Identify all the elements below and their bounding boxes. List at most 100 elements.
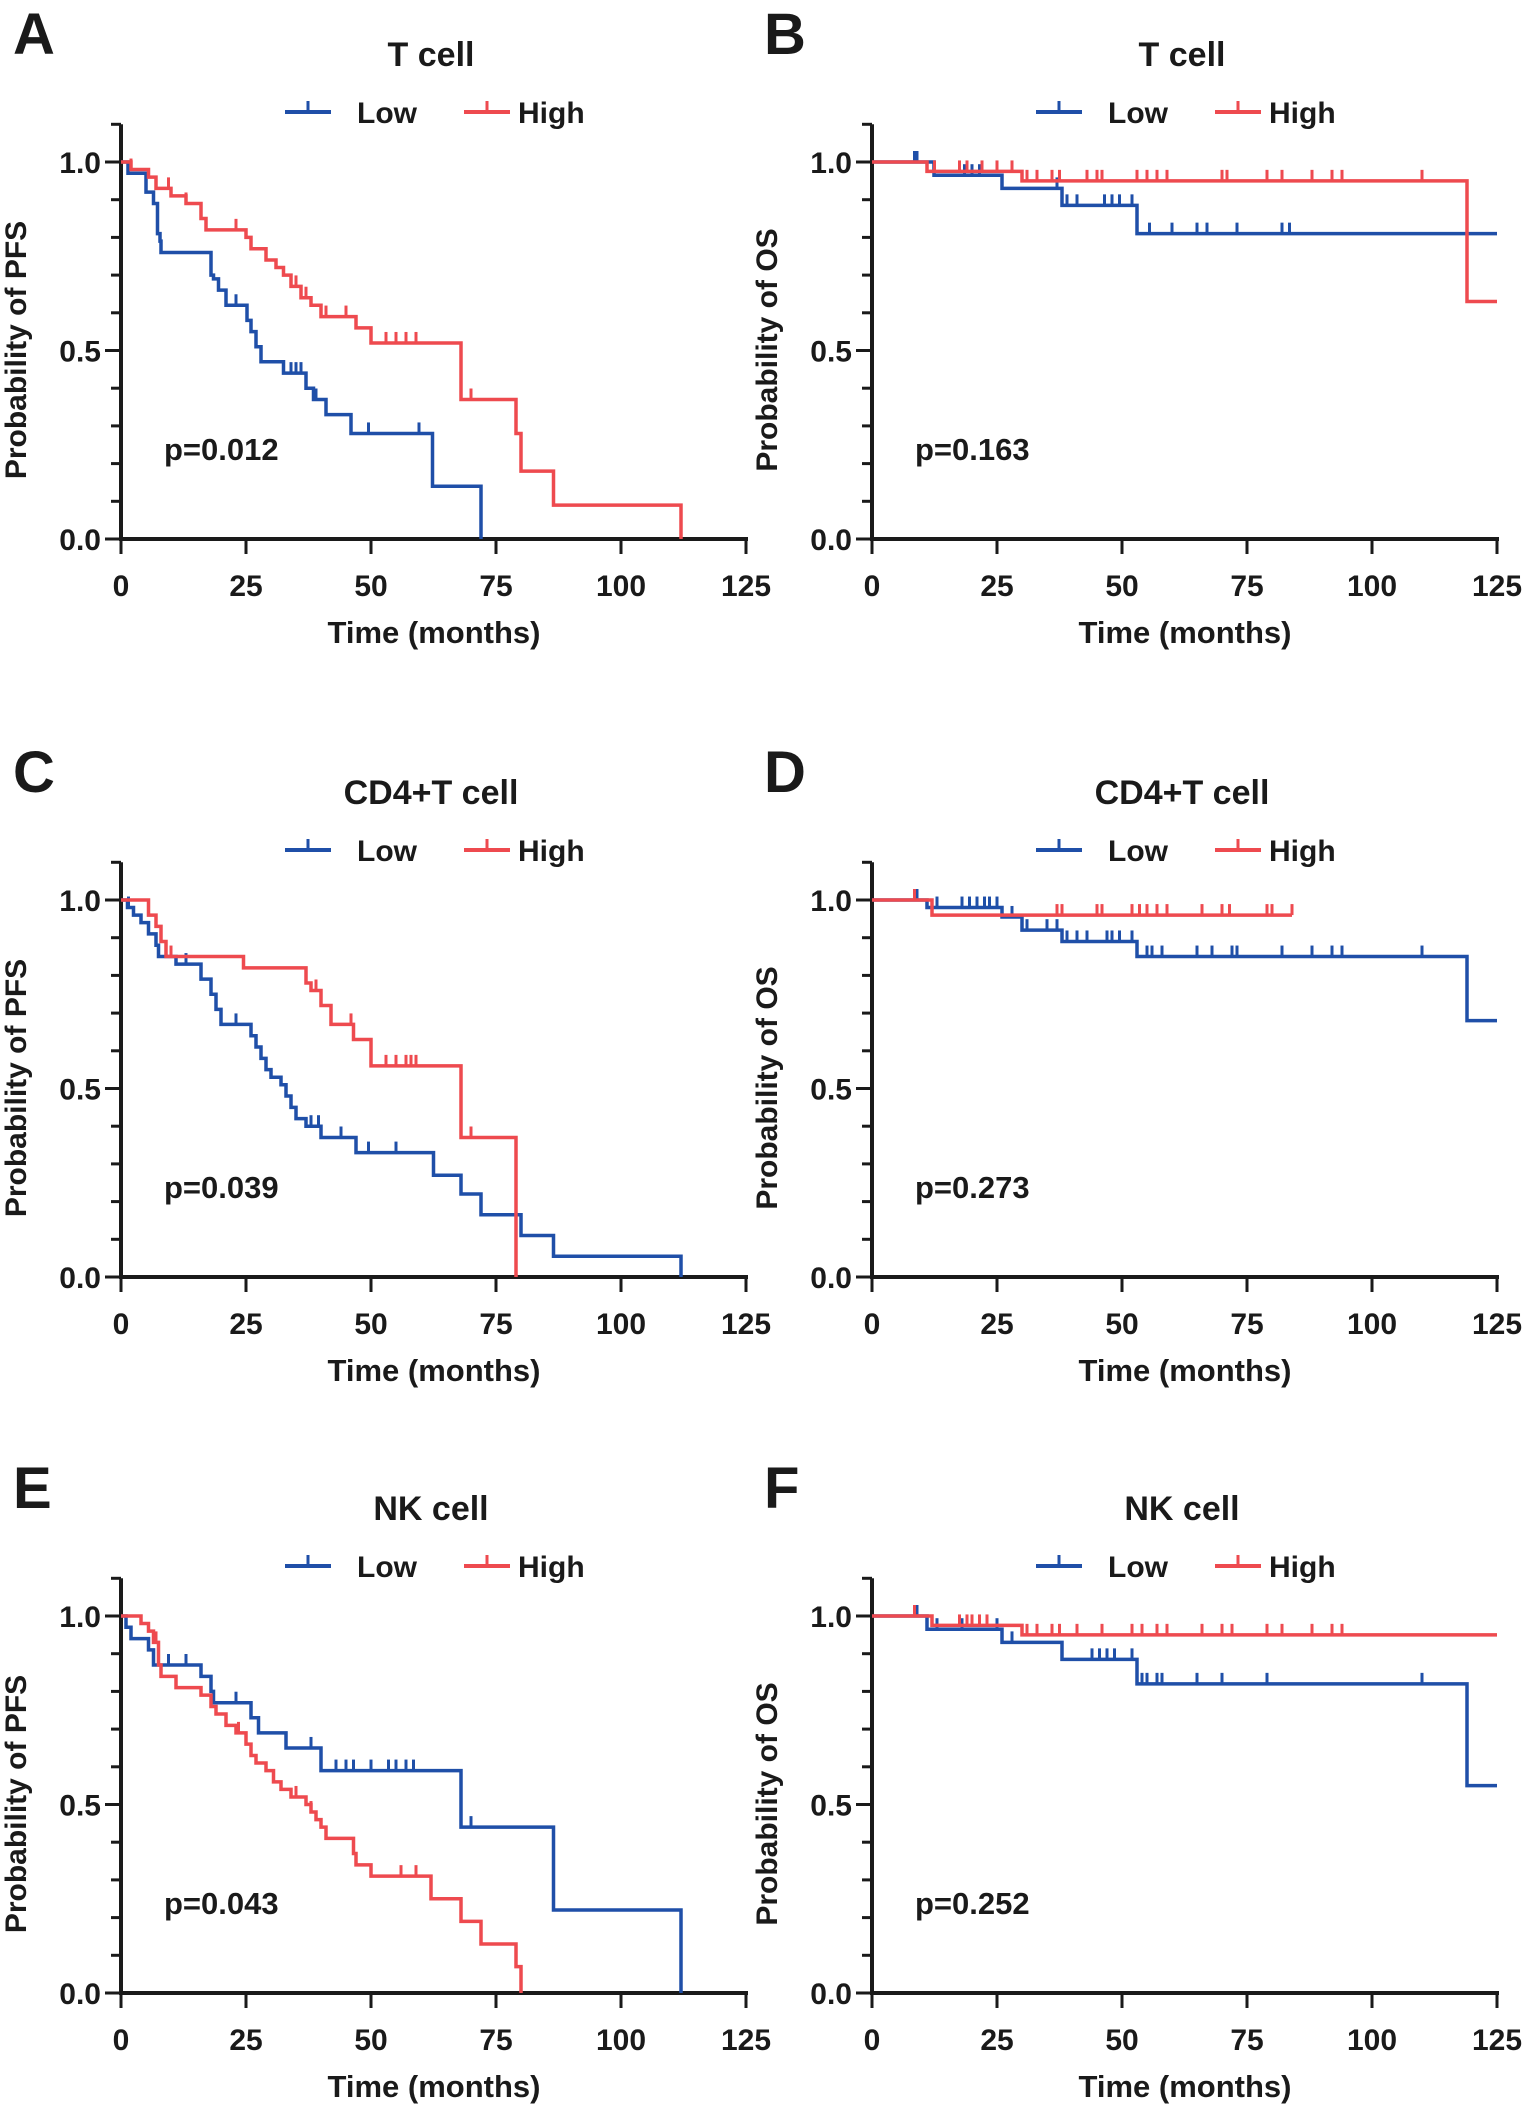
legend-label-high: High bbox=[518, 1551, 585, 1584]
panel-letter: B bbox=[764, 2, 806, 67]
legend: Low High bbox=[285, 835, 585, 868]
x-tick-label: 125 bbox=[1472, 570, 1522, 603]
x-tick-label: 25 bbox=[229, 570, 262, 603]
p-value-label: p=0.043 bbox=[164, 1886, 279, 1921]
chart-title: CD4+T cell bbox=[344, 774, 519, 812]
y-axis-label: Probability of OS bbox=[751, 1682, 784, 1925]
legend: Low High bbox=[285, 97, 585, 130]
y-tick-label: 0.5 bbox=[810, 1790, 852, 1823]
y-tick-label: 0.0 bbox=[59, 1262, 101, 1295]
p-value-label: p=0.163 bbox=[915, 432, 1030, 467]
p-value-label: p=0.012 bbox=[164, 432, 279, 467]
x-tick-label: 125 bbox=[1472, 1308, 1522, 1341]
series-high bbox=[121, 898, 518, 1277]
x-tick-label: 50 bbox=[354, 1308, 387, 1341]
panel-e: E NK cell Low High 0.0 0.5 1.0 0 25 50 75 100 125 Tim… bbox=[0, 1456, 771, 2104]
p-value-label: p=0.273 bbox=[915, 1170, 1030, 1205]
legend: Low High bbox=[1036, 835, 1336, 868]
x-tick-label: 0 bbox=[864, 1308, 881, 1341]
series-low bbox=[121, 896, 683, 1277]
x-tick-label: 0 bbox=[864, 2024, 881, 2057]
chart-title: T cell bbox=[1139, 36, 1226, 74]
panel-letter: E bbox=[13, 1456, 52, 1521]
x-tick-label: 100 bbox=[1347, 2024, 1397, 2057]
x-tick-label: 25 bbox=[229, 1308, 262, 1341]
survival-curve-low bbox=[872, 898, 1497, 1023]
y-tick-label: 1.0 bbox=[810, 1601, 852, 1634]
y-tick-label: 0.0 bbox=[59, 524, 101, 557]
x-tick-label: 125 bbox=[1472, 2024, 1522, 2057]
legend-label-high: High bbox=[1269, 97, 1336, 130]
panel-letter: D bbox=[764, 740, 806, 805]
panel-letter: A bbox=[13, 2, 55, 67]
x-tick-label: 25 bbox=[980, 570, 1013, 603]
y-tick-label: 0.5 bbox=[59, 1074, 101, 1107]
x-tick-label: 125 bbox=[721, 1308, 771, 1341]
x-tick-label: 75 bbox=[479, 1308, 512, 1341]
x-tick-label: 100 bbox=[596, 2024, 646, 2057]
y-axis-label: Probability of PFS bbox=[0, 959, 33, 1217]
series-high bbox=[872, 889, 1294, 917]
x-tick-label: 100 bbox=[1347, 570, 1397, 603]
x-tick-label: 75 bbox=[479, 570, 512, 603]
y-tick-label: 1.0 bbox=[59, 885, 101, 918]
x-tick-label: 50 bbox=[354, 2024, 387, 2057]
x-tick-label: 100 bbox=[1347, 1308, 1397, 1341]
survival-curve-low bbox=[872, 1614, 1497, 1788]
y-tick-label: 0.0 bbox=[810, 524, 852, 557]
x-axis-label: Time (months) bbox=[328, 2069, 541, 2104]
survival-curve-high bbox=[121, 160, 683, 539]
legend-label-low: Low bbox=[1108, 835, 1169, 868]
panel-letter: F bbox=[764, 1456, 799, 1521]
legend-label-high: High bbox=[518, 835, 585, 868]
legend-label-low: Low bbox=[357, 97, 418, 130]
panel-d: D CD4+T cell Low High 0.0 0.5 1.0 0 25 50 75 100 125… bbox=[751, 740, 1522, 1388]
survival-curve-low bbox=[121, 160, 483, 539]
legend-label-low: Low bbox=[1108, 1551, 1169, 1584]
series-low bbox=[872, 889, 1497, 1023]
chart-title: CD4+T cell bbox=[1095, 774, 1270, 812]
legend-label-low: Low bbox=[357, 1551, 418, 1584]
panel-a: A T cell Low High 0.0 0.5 1.0 0 25 50 75 100 125 Time… bbox=[0, 2, 771, 650]
p-value-label: p=0.039 bbox=[164, 1170, 279, 1205]
y-axis-label: Probability of OS bbox=[751, 228, 784, 471]
x-tick-label: 50 bbox=[1105, 2024, 1138, 2057]
x-tick-label: 50 bbox=[1105, 570, 1138, 603]
y-tick-label: 1.0 bbox=[59, 147, 101, 180]
survival-curve-high bbox=[872, 898, 1292, 917]
y-axis-label: Probability of OS bbox=[751, 966, 784, 1209]
x-tick-label: 100 bbox=[596, 570, 646, 603]
series-low bbox=[121, 160, 483, 539]
y-axis-label: Probability of PFS bbox=[0, 221, 33, 479]
x-tick-label: 75 bbox=[1230, 570, 1263, 603]
survival-curve-high bbox=[121, 898, 518, 1277]
x-tick-label: 0 bbox=[113, 2024, 130, 2057]
x-tick-label: 50 bbox=[354, 570, 387, 603]
x-tick-label: 0 bbox=[113, 570, 130, 603]
y-tick-label: 1.0 bbox=[59, 1601, 101, 1634]
panel-letter: C bbox=[13, 740, 55, 805]
x-tick-label: 125 bbox=[721, 2024, 771, 2057]
x-axis-label: Time (months) bbox=[328, 615, 541, 650]
x-axis-label: Time (months) bbox=[1079, 615, 1292, 650]
series-high bbox=[872, 160, 1497, 304]
series-high bbox=[121, 158, 683, 539]
series-low bbox=[121, 1614, 683, 1993]
x-tick-label: 25 bbox=[229, 2024, 262, 2057]
legend-label-high: High bbox=[1269, 1551, 1336, 1584]
x-tick-label: 25 bbox=[980, 1308, 1013, 1341]
legend: Low High bbox=[1036, 97, 1336, 130]
x-tick-label: 0 bbox=[113, 1308, 130, 1341]
panel-c: C CD4+T cell Low High 0.0 0.5 1.0 0 25 50 75 100 125… bbox=[0, 740, 771, 1388]
legend-label-high: High bbox=[518, 97, 585, 130]
p-value-label: p=0.252 bbox=[915, 1886, 1030, 1921]
y-tick-label: 0.5 bbox=[810, 336, 852, 369]
x-tick-label: 0 bbox=[864, 570, 881, 603]
panel-f: F NK cell Low High 0.0 0.5 1.0 0 25 50 75 100 125 Tim… bbox=[751, 1456, 1522, 2104]
y-tick-label: 1.0 bbox=[810, 885, 852, 918]
x-tick-label: 50 bbox=[1105, 1308, 1138, 1341]
y-tick-label: 0.5 bbox=[59, 336, 101, 369]
x-axis-label: Time (months) bbox=[328, 1353, 541, 1388]
legend: Low High bbox=[285, 1551, 585, 1584]
